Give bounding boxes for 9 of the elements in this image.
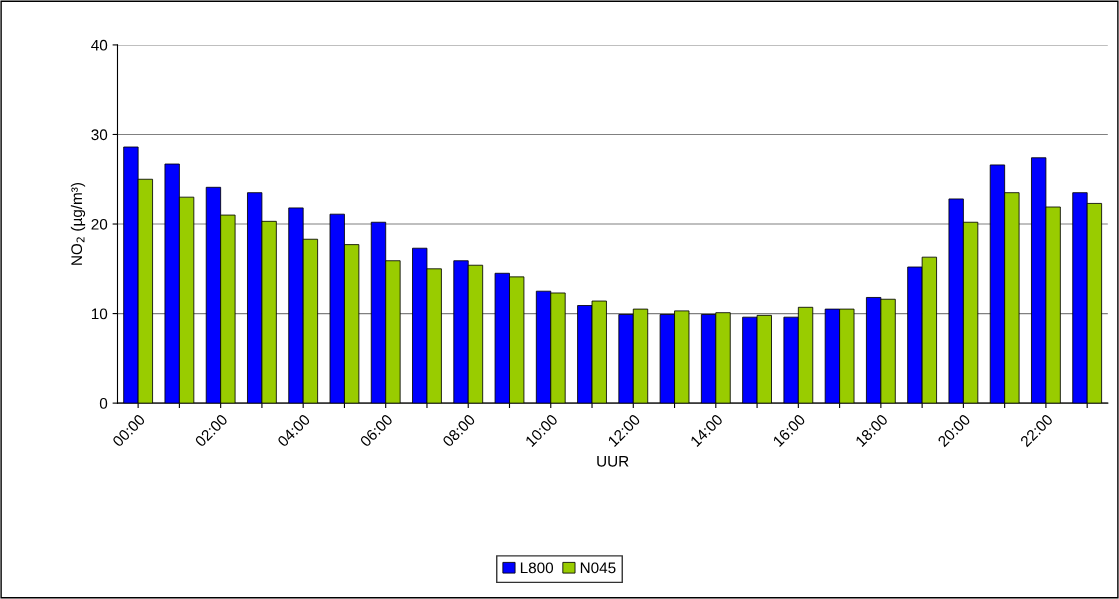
y-axis-title: NO$_{2}$ (µg/m³)	[70, 183, 86, 265]
y-tick-label: 30	[91, 129, 108, 141]
y-tick-label: 20	[91, 218, 108, 230]
y-tick-label: 0	[99, 397, 108, 409]
legend-label: N045	[580, 562, 616, 574]
legend-label: L800	[520, 562, 554, 574]
y-tick-label: 40	[91, 39, 108, 51]
y-tick-label: 10	[91, 308, 108, 320]
x-axis-title: UUR	[597, 456, 629, 467]
